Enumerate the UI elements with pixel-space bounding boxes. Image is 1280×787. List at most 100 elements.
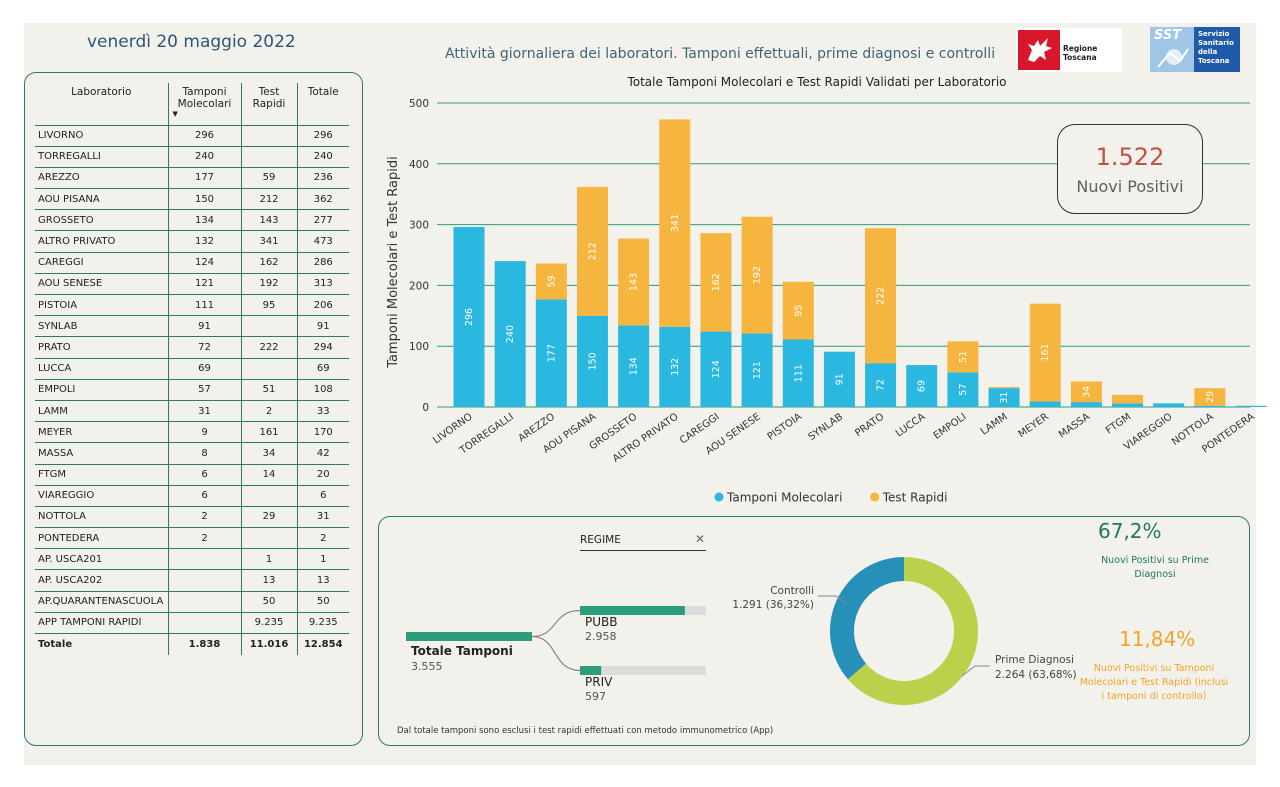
table-row[interactable]: AP. USCA202 13 13 [35, 569, 349, 592]
table-cell: 1 [296, 548, 349, 571]
table-cell: 294 [296, 336, 349, 359]
table-cell: 42 [296, 442, 349, 465]
table-cell: 34 [240, 442, 297, 465]
col-header-test-rapidi[interactable]: Test Rapidi [240, 83, 297, 126]
table-cell: 222 [240, 336, 297, 359]
sst-short: SST [1154, 28, 1182, 43]
clear-filter-icon[interactable]: ✕ [695, 532, 706, 546]
table-cell: EMPOLI [35, 379, 168, 401]
sst-line: della [1198, 48, 1218, 56]
table-row[interactable]: MEYER 9 161 170 [35, 421, 349, 444]
col-header-tamponi-molecolari[interactable]: Tamponi Molecolari ▼ [167, 83, 241, 126]
tree-branch-label[interactable]: PUBB [585, 615, 618, 629]
table-row[interactable]: EMPOLI 57 51 108 [35, 379, 349, 401]
table-row[interactable]: PONTEDERA 2 2 [35, 527, 349, 550]
table-total-row: Totale 1.838 11.016 12.854 [35, 633, 349, 655]
table-cell: 206 [296, 294, 349, 317]
table-cell: 240 [167, 146, 241, 168]
table-row[interactable]: CAREGGI 124 162 286 [35, 252, 349, 274]
table-cell: 161 [240, 421, 297, 444]
table-row[interactable]: MASSA 8 34 42 [35, 442, 349, 465]
table-cell: 143 [240, 209, 297, 232]
lab-table-panel: Laboratorio Tamponi Molecolari ▼ Test Ra… [24, 72, 363, 746]
donut-label-prime-diagnosi: Prime Diagnosi [995, 654, 1074, 666]
table-cell: 111 [167, 294, 241, 317]
table-cell: 162 [240, 252, 297, 274]
tree-branch-value: 2.958 [585, 630, 617, 643]
table-row[interactable]: VIAREGGIO 6 6 [35, 485, 349, 507]
table-cell: 313 [296, 273, 349, 296]
table-cell: 95 [240, 294, 297, 317]
table-cell: PISTOIA [35, 294, 168, 317]
table-cell: 473 [296, 230, 349, 253]
sort-desc-icon[interactable]: ▼ [172, 110, 178, 118]
table-cell: 192 [240, 273, 297, 296]
pct-label-line: Nuovi Positivi su Prime [1101, 555, 1209, 566]
table-total-cell: 1.838 [167, 633, 241, 655]
table-cell: LIVORNO [35, 125, 168, 147]
regime-slicer-label[interactable]: REGIME [580, 534, 621, 546]
table-row[interactable]: SYNLAB 91 91 [35, 315, 349, 338]
table-cell: 240 [296, 146, 349, 168]
sst-text: Servizio Sanitario della Toscana [1194, 27, 1240, 72]
table-row[interactable]: AOU SENESE 121 192 313 [35, 273, 349, 296]
table-row[interactable]: PISTOIA 111 95 206 [35, 294, 349, 317]
donut-label-controlli: Controlli [770, 585, 814, 597]
footnote: Dal totale tamponi sono esclusi i test r… [397, 726, 774, 736]
table-cell: 50 [240, 591, 297, 613]
table-cell [167, 548, 241, 571]
table-row[interactable]: NOTTOLA 2 29 31 [35, 506, 349, 529]
table-row[interactable]: LAMM 31 2 33 [35, 400, 349, 423]
table-cell: 108 [296, 379, 349, 401]
table-row[interactable]: TORREGALLI 240 240 [35, 146, 349, 168]
table-cell: 72 [167, 336, 241, 359]
table-cell: NOTTOLA [35, 506, 168, 529]
table-cell: VIAREGGIO [35, 485, 168, 507]
table-row[interactable]: AP. USCA201 1 1 [35, 548, 349, 571]
table-cell: CAREGGI [35, 252, 168, 274]
table-cell: PONTEDERA [35, 527, 168, 550]
tree-branch-value: 597 [585, 690, 606, 703]
table-cell: 2 [167, 527, 241, 550]
table-row[interactable]: ALTRO PRIVATO 132 341 473 [35, 230, 349, 253]
table-row[interactable]: AREZZO 177 59 236 [35, 167, 349, 190]
table-row[interactable]: APP TAMPONI RAPIDI 9.235 9.235 [35, 612, 349, 635]
table-row[interactable]: GROSSETO 134 143 277 [35, 209, 349, 232]
table-cell: 8 [167, 442, 241, 465]
table-cell: AOU PISANA [35, 188, 168, 211]
pct-label-line: Molecolari e Test Rapidi (inclusi [1079, 677, 1229, 688]
pct-positivi-prime-diagnosi-label: Nuovi Positivi su Prime Diagnosi [1085, 554, 1225, 582]
col-header-laboratorio[interactable]: Laboratorio [35, 83, 168, 126]
table-cell: 31 [167, 400, 241, 423]
tree-branch-label[interactable]: PRIV [585, 675, 613, 689]
col-header-totale[interactable]: Totale [296, 83, 349, 126]
tree-root-value: 3.555 [411, 660, 443, 673]
table-cell: 31 [296, 506, 349, 529]
table-row[interactable]: PRATO 72 222 294 [35, 336, 349, 359]
table-cell: 121 [167, 273, 241, 296]
table-cell: FTGM [35, 464, 168, 486]
table-row[interactable]: AOU PISANA 150 212 362 [35, 188, 349, 211]
table-cell: SYNLAB [35, 315, 168, 338]
table-cell: LAMM [35, 400, 168, 423]
table-cell: 177 [167, 167, 241, 190]
table-row[interactable]: AP.QUARANTENASCUOLA 50 50 [35, 591, 349, 613]
table-row[interactable]: LIVORNO 296 296 [35, 125, 349, 147]
table-total-cell: 11.016 [240, 633, 297, 655]
table-row[interactable]: LUCCA 69 69 [35, 358, 349, 380]
table-cell: 212 [240, 188, 297, 211]
table-cell [240, 358, 297, 380]
sst-line: Sanitario [1198, 39, 1234, 47]
lab-table: Laboratorio Tamponi Molecolari ▼ Test Ra… [35, 83, 349, 655]
pct-positivi-tamponi-label: Nuovi Positivi su Tamponi Molecolari e T… [1078, 662, 1230, 704]
table-cell: 57 [167, 379, 241, 401]
table-cell: 6 [296, 485, 349, 507]
table-total-cell: Totale [38, 638, 73, 650]
table-cell: 9 [167, 421, 241, 444]
table-cell: 20 [296, 464, 349, 486]
table-row[interactable]: FTGM 6 14 20 [35, 464, 349, 486]
table-cell: 50 [296, 591, 349, 613]
table-cell [240, 125, 297, 147]
kpi-value: 1.522 [1095, 143, 1165, 171]
table-cell: 1 [240, 548, 297, 571]
